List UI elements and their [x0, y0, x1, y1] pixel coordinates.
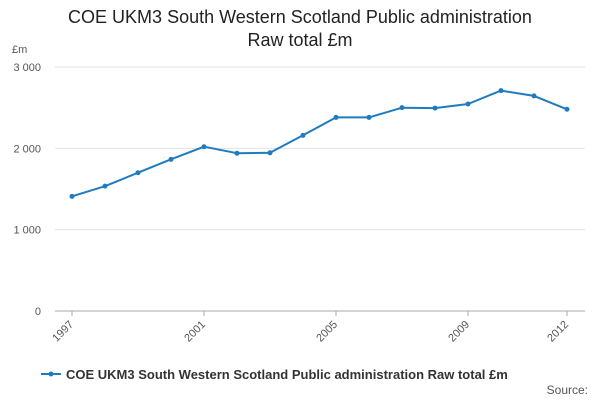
x-tick-label: 2005 — [314, 319, 340, 345]
gridlines — [55, 66, 585, 231]
data-point[interactable] — [333, 114, 339, 120]
data-point[interactable] — [267, 150, 273, 156]
y-axis-unit-label: £m — [12, 44, 28, 56]
data-point[interactable] — [102, 183, 108, 189]
x-tick-label: 1997 — [50, 319, 76, 345]
data-point[interactable] — [366, 114, 372, 120]
x-axis — [55, 310, 585, 316]
chart-title: COE UKM3 South Western Scotland Public a… — [0, 6, 600, 52]
data-point[interactable] — [531, 93, 537, 99]
chart-title-line-2: Raw total £m — [247, 30, 353, 50]
y-tick-label: 3 000 — [13, 62, 41, 74]
series-layer — [69, 88, 570, 199]
x-tick-label: 2001 — [182, 319, 208, 345]
legend-swatch-icon — [41, 371, 61, 377]
data-point[interactable] — [135, 170, 141, 176]
data-point[interactable] — [498, 88, 504, 94]
data-point[interactable] — [399, 105, 405, 111]
data-point[interactable] — [168, 156, 174, 162]
legend[interactable]: COE UKM3 South Western Scotland Public a… — [40, 365, 508, 383]
data-point[interactable] — [564, 106, 570, 112]
data-point[interactable] — [465, 101, 471, 107]
y-tick-label: 0 — [35, 306, 41, 318]
x-tick-label: 2009 — [446, 319, 472, 345]
y-tick-label: 2 000 — [13, 143, 41, 155]
data-point[interactable] — [432, 105, 438, 111]
x-axis-tick-labels: 1997 2001 2005 2009 2012 — [50, 319, 571, 345]
legend-label: COE UKM3 South Western Scotland Public a… — [66, 366, 508, 382]
series-line — [71, 89, 568, 198]
source-label: Source: — [546, 383, 588, 397]
chart-title-line-1: COE UKM3 South Western Scotland Public a… — [68, 7, 532, 27]
y-axis-tick-labels: 0 1 000 2 000 3 000 — [13, 62, 41, 318]
data-point[interactable] — [201, 144, 207, 150]
data-point[interactable] — [234, 150, 240, 156]
x-tick-label: 2012 — [545, 319, 571, 345]
y-tick-label: 1 000 — [13, 225, 41, 237]
data-point[interactable] — [300, 132, 306, 138]
data-point[interactable] — [69, 193, 75, 199]
